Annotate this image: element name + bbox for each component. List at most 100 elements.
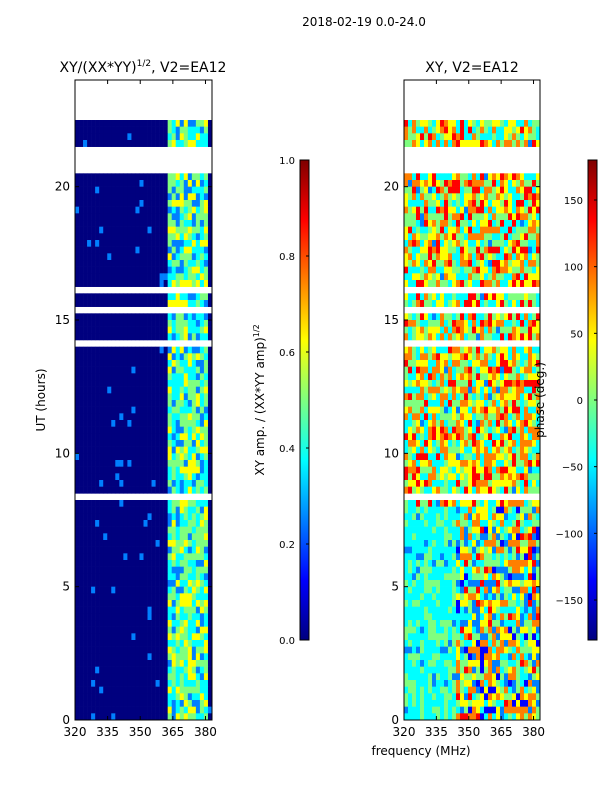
heatmap-cell	[115, 360, 120, 367]
heatmap-cell	[524, 313, 529, 321]
heatmap-cell	[135, 186, 140, 194]
heatmap-cell	[119, 500, 124, 507]
heatmap-cell	[111, 580, 116, 587]
heatmap-cell	[452, 580, 457, 587]
heatmap-cell	[187, 226, 193, 234]
heatmap-cell	[119, 360, 124, 367]
heatmap-cell	[404, 200, 409, 207]
heatmap-cell	[79, 246, 84, 254]
heatmap-cell	[115, 260, 120, 267]
heatmap-cell	[504, 133, 509, 141]
heatmap-cell	[139, 613, 144, 621]
heatmap-cell	[207, 466, 213, 474]
heatmap-cell	[99, 673, 104, 681]
heatmap-cell	[139, 380, 144, 387]
heatmap-cell	[452, 386, 457, 394]
heatmap-cell	[448, 480, 453, 487]
heatmap-cell	[87, 346, 92, 354]
heatmap-cell	[440, 546, 445, 554]
heatmap-cell	[476, 426, 481, 434]
heatmap-cell	[123, 426, 128, 434]
heatmap-cell	[456, 140, 461, 147]
heatmap-cell	[123, 220, 128, 227]
heatmap-cell	[167, 686, 173, 694]
heatmap-cell	[508, 353, 513, 361]
heatmap-cell	[107, 360, 112, 367]
heatmap-cell	[199, 686, 205, 694]
heatmap-cell	[472, 300, 477, 307]
heatmap-cell	[456, 400, 461, 407]
heatmap-cell	[115, 526, 120, 534]
heatmap-cell	[91, 540, 96, 547]
heatmap-cell	[95, 120, 100, 127]
heatmap-cell	[428, 246, 433, 254]
heatmap-cell	[127, 120, 132, 127]
heatmap-cell	[496, 486, 501, 494]
heatmap-cell	[408, 420, 413, 427]
heatmap-cell	[420, 386, 425, 394]
heatmap-cell	[456, 540, 461, 547]
heatmap-cell	[131, 446, 136, 454]
heatmap-cell	[472, 173, 477, 181]
heatmap-cell	[512, 193, 517, 201]
heatmap-cell	[516, 386, 521, 394]
heatmap-cell	[444, 393, 449, 401]
heatmap-cell	[163, 480, 168, 487]
heatmap-cell	[480, 206, 485, 214]
heatmap-cell	[428, 346, 433, 354]
heatmap-cell	[159, 353, 164, 361]
heatmap-cell	[488, 266, 493, 274]
heatmap-cell	[171, 626, 177, 634]
heatmap-cell	[95, 333, 100, 341]
heatmap-cell	[464, 486, 469, 494]
heatmap-cell	[424, 420, 429, 427]
heatmap-cell	[444, 500, 449, 507]
heatmap-cell	[107, 506, 112, 514]
heatmap-cell	[476, 406, 481, 414]
heatmap-cell	[408, 293, 413, 301]
heatmap-cell	[476, 526, 481, 534]
heatmap-cell	[524, 473, 529, 481]
heatmap-cell	[135, 253, 140, 261]
heatmap-cell	[99, 193, 104, 201]
heatmap-cell	[524, 320, 529, 327]
heatmap-cell	[151, 506, 156, 514]
heatmap-cell	[79, 406, 84, 414]
heatmap-cell	[183, 606, 189, 614]
heatmap-cell	[472, 180, 477, 187]
heatmap-cell	[119, 280, 124, 287]
heatmap-cell	[171, 186, 177, 194]
heatmap-cell	[111, 653, 116, 661]
heatmap-cell	[75, 466, 80, 474]
heatmap-cell	[452, 280, 457, 287]
heatmap-cell	[111, 573, 116, 581]
heatmap-cell	[139, 473, 144, 481]
heatmap-cell	[167, 346, 173, 354]
heatmap-cell	[424, 266, 429, 274]
heatmap-cell	[532, 546, 537, 554]
heatmap-cell	[123, 700, 128, 707]
heatmap-cell	[135, 666, 140, 674]
heatmap-cell	[512, 593, 517, 601]
heatmap-cell	[163, 646, 168, 654]
heatmap-cell	[167, 666, 173, 674]
heatmap-cell	[107, 233, 112, 241]
heatmap-cell	[99, 526, 104, 534]
heatmap-cell	[191, 446, 197, 454]
heatmap-cell	[127, 680, 132, 687]
heatmap-cell	[488, 406, 493, 414]
heatmap-cell	[91, 700, 96, 707]
heatmap-cell	[480, 540, 485, 547]
heatmap-cell	[167, 406, 173, 414]
heatmap-cell	[103, 246, 108, 254]
heatmap-cell	[151, 573, 156, 581]
heatmap-cell	[432, 300, 437, 307]
heatmap-cell	[191, 233, 197, 241]
heatmap-cell	[155, 573, 160, 581]
heatmap-cell	[456, 473, 461, 481]
heatmap-cell	[424, 413, 429, 421]
heatmap-cell	[107, 573, 112, 581]
heatmap-cell	[532, 400, 537, 407]
heatmap-cell	[175, 500, 181, 507]
heatmap-cell	[492, 120, 497, 127]
